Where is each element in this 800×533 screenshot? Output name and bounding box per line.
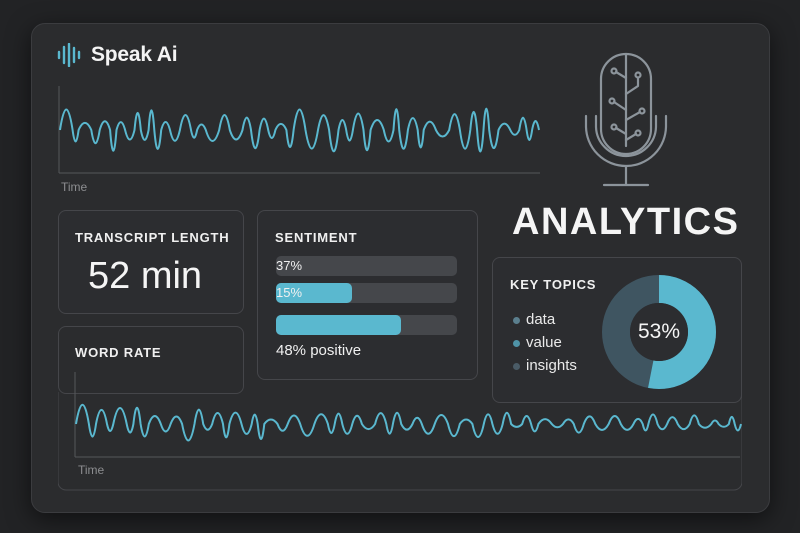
bottom-chart-x-label: Time [78, 463, 105, 477]
top-chart-x-label: Time [61, 180, 88, 194]
topic-dot [513, 317, 520, 324]
donut-segment [602, 275, 716, 389]
sentiment-bar-3 [276, 315, 457, 335]
sentiment-summary: 48% positive [276, 342, 362, 359]
topics-donut-chart [602, 275, 716, 389]
topic-dot [513, 363, 520, 370]
app-name: Speak Ai [91, 43, 178, 66]
top-waveform-chart [58, 86, 540, 174]
topic-item-value: value [526, 334, 562, 351]
donut-hole [630, 303, 688, 361]
key-topics-label: KEY TOPICS [510, 277, 597, 292]
sentiment-bar-fill [276, 315, 401, 335]
transcript-length-label: TRANSCRIPT LENGTH [75, 230, 230, 245]
word-rate-card [58, 326, 244, 394]
sentiment-bar-text: 15% [276, 285, 303, 300]
sentiment-bar-1: 37% [276, 256, 457, 276]
top-waveform-line [59, 107, 540, 153]
sentiment-bar-fill [276, 283, 353, 303]
topic-item-data: data [526, 311, 556, 328]
word-rate-label: WORD RATE [75, 345, 162, 360]
sentiment-bar-text: 37% [276, 258, 303, 273]
circuit-microphone-icon [584, 52, 668, 187]
key-topics-card: KEY TOPICS data value insights 53% [492, 257, 742, 403]
transcript-length-value: 52 min [88, 255, 203, 297]
transcript-length-card: TRANSCRIPT LENGTH 52 min [58, 210, 244, 314]
bottom-chart-frame [58, 392, 742, 491]
word-rate-chart [58, 372, 742, 491]
sentiment-card: SENTIMENT 37% 15% 48% positive [257, 210, 478, 380]
topic-dot [513, 340, 520, 347]
sentiment-bar-2: 15% [276, 283, 457, 303]
sound-wave-icon [57, 43, 81, 67]
word-rate-line [75, 403, 742, 442]
donut-percent-label: 53% [637, 320, 681, 343]
hero-title: ANALYTICS [512, 201, 740, 243]
sentiment-label: SENTIMENT [275, 230, 358, 245]
topic-item-insights: insights [526, 357, 577, 374]
app-logo: Speak Ai [57, 42, 178, 68]
